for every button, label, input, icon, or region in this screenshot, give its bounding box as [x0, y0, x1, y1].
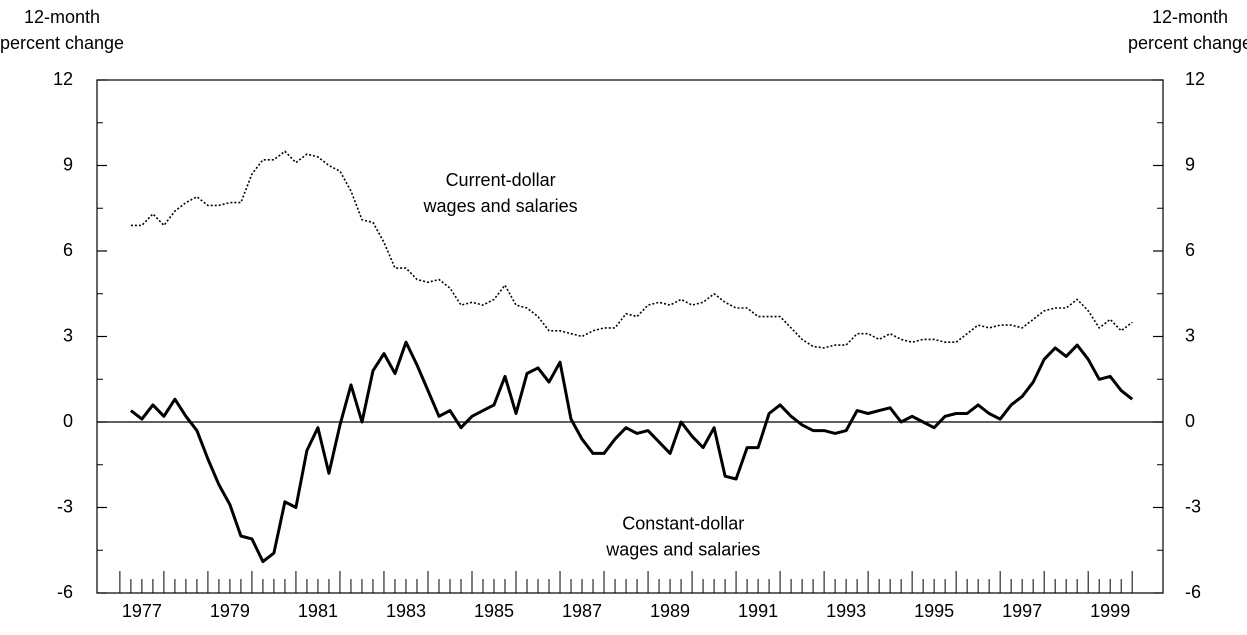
annotation: Constant-dollar	[622, 513, 744, 533]
x-tick-label: 1989	[650, 601, 690, 621]
y2-tick-label: -6	[1185, 582, 1201, 602]
y-tick-label: 6	[63, 240, 73, 260]
series-line	[130, 150, 1133, 349]
x-tick-label: 1985	[474, 601, 514, 621]
x-tick-label: 1977	[122, 601, 162, 621]
annotation: Current-dollar	[446, 170, 556, 190]
series-line	[129, 340, 1134, 564]
annotation: wages and salaries	[605, 539, 760, 559]
y2-tick-label: -3	[1185, 496, 1201, 516]
y2-tick-label: 3	[1185, 325, 1195, 345]
x-tick-label: 1993	[826, 601, 866, 621]
x-tick-label: 1997	[1002, 601, 1042, 621]
y2-tick-label: 12	[1185, 69, 1205, 89]
y-axis-label: 12-month	[24, 7, 100, 27]
y-tick-label: -3	[57, 496, 73, 516]
x-tick-label: 1983	[386, 601, 426, 621]
annotation: wages and salaries	[423, 196, 578, 216]
y-tick-label: 0	[63, 411, 73, 431]
y2-axis-label: 12-month	[1152, 7, 1228, 27]
x-tick-label: 1995	[914, 601, 954, 621]
y2-tick-label: 6	[1185, 240, 1195, 260]
y-tick-label: -6	[57, 582, 73, 602]
y-tick-label: 9	[63, 154, 73, 174]
x-tick-label: 1991	[738, 601, 778, 621]
x-tick-label: 1987	[562, 601, 602, 621]
y2-tick-label: 9	[1185, 154, 1195, 174]
y2-axis-label: percent change	[1128, 33, 1247, 53]
y-tick-label: 3	[63, 325, 73, 345]
y-axis-label: percent change	[0, 33, 124, 53]
y-tick-label: 12	[53, 69, 73, 89]
y2-tick-label: 0	[1185, 411, 1195, 431]
x-tick-label: 1979	[210, 601, 250, 621]
x-tick-label: 1999	[1090, 601, 1130, 621]
x-tick-label: 1981	[298, 601, 338, 621]
